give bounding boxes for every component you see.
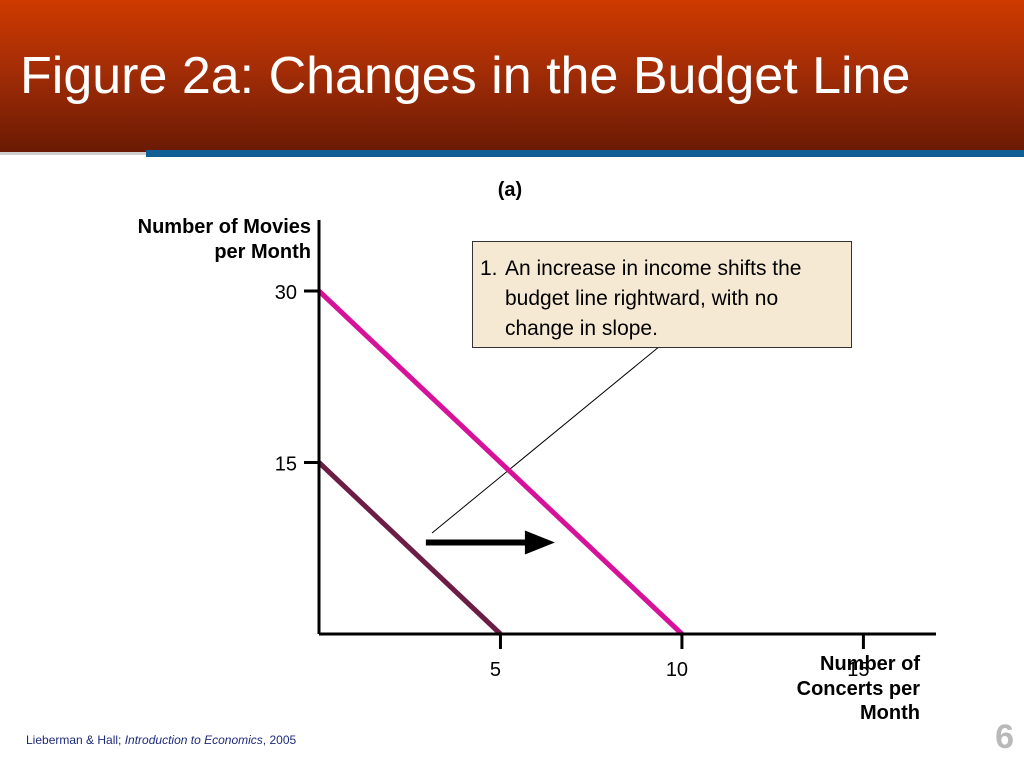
footer-year: , 2005 [262, 733, 297, 747]
callout-number: 1. [480, 257, 498, 280]
x-axis-label-line2: Concerts per [797, 678, 921, 700]
annotation-callout: 1. An increase in income shifts the budg… [472, 241, 852, 348]
y-axis-label-line1: Number of Movies [138, 216, 311, 238]
shift-arrow-head [524, 530, 555, 555]
x-axis-label-line1: Number of [820, 653, 920, 675]
y-axis-label-line2: per Month [214, 241, 311, 263]
callout-leader-line [431, 345, 661, 534]
y-tick-label-15: 15 [275, 454, 297, 476]
panel-label: (a) [498, 179, 522, 201]
budget-line-1 [317, 460, 503, 636]
x-tick-label-5: 5 [490, 659, 501, 681]
x-tick-label-15: 15 [847, 659, 869, 681]
callout-text: An increase in income shifts the budget … [505, 257, 802, 340]
x-tick-label-10: 10 [666, 659, 688, 681]
slide-title: Figure 2a: Changes in the Budget Line [20, 47, 911, 105]
title-bar: Figure 2a: Changes in the Budget Line [0, 0, 1024, 152]
footer-citation: Lieberman & Hall; Introduction to Econom… [26, 733, 296, 747]
budget-line-2 [317, 289, 684, 636]
footer-authors: Lieberman & Hall; [26, 733, 125, 747]
title-rule-accent [146, 150, 1024, 157]
page-number: 6 [995, 718, 1014, 756]
x-axis-label-line3: Month [860, 702, 920, 724]
y-tick-label-30: 30 [275, 282, 297, 304]
footer-book-title: Introduction to Economics [124, 733, 263, 747]
title-rule-left [0, 152, 146, 155]
